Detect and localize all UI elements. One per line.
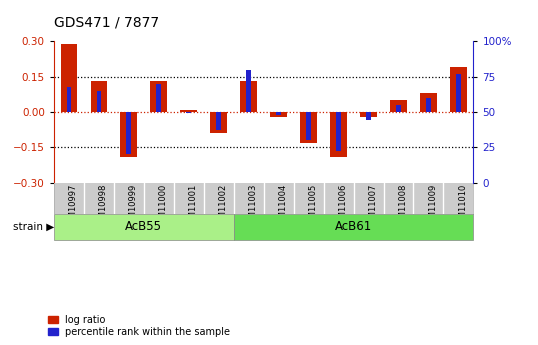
Bar — [426, 98, 431, 112]
Bar — [61, 44, 77, 112]
Bar — [330, 112, 347, 157]
Text: AcB61: AcB61 — [335, 220, 372, 233]
Bar — [271, 112, 287, 117]
Text: GSM10998: GSM10998 — [99, 184, 108, 229]
Bar — [277, 112, 281, 115]
Bar — [180, 110, 197, 112]
Text: GSM11001: GSM11001 — [189, 184, 197, 229]
Text: GSM11000: GSM11000 — [159, 184, 168, 229]
Text: GSM11002: GSM11002 — [218, 184, 228, 229]
Bar — [216, 112, 221, 130]
Bar — [366, 112, 371, 120]
Bar — [240, 81, 257, 112]
Text: GSM11008: GSM11008 — [399, 184, 407, 229]
Bar — [246, 70, 251, 112]
Bar — [456, 74, 461, 112]
Text: GSM11007: GSM11007 — [369, 184, 378, 229]
Bar — [121, 112, 137, 157]
Bar — [397, 105, 401, 112]
Bar — [126, 112, 131, 154]
Bar — [210, 112, 227, 133]
Bar — [450, 67, 466, 112]
Text: GDS471 / 7877: GDS471 / 7877 — [54, 15, 159, 29]
Text: GSM11010: GSM11010 — [458, 184, 468, 229]
Bar — [360, 112, 377, 117]
Bar — [336, 112, 341, 151]
Bar — [67, 87, 71, 112]
Bar — [300, 112, 317, 142]
Bar — [306, 112, 311, 140]
Bar — [157, 84, 161, 112]
Bar — [96, 91, 101, 112]
Text: GSM11004: GSM11004 — [279, 184, 288, 229]
Bar — [420, 93, 437, 112]
Bar — [54, 214, 233, 240]
Text: GSM11009: GSM11009 — [428, 184, 437, 229]
Text: GSM10999: GSM10999 — [129, 184, 138, 229]
Text: GSM11005: GSM11005 — [309, 184, 317, 229]
Bar — [90, 81, 107, 112]
Bar — [233, 214, 473, 240]
Legend: log ratio, percentile rank within the sample: log ratio, percentile rank within the sa… — [48, 315, 230, 337]
Text: GSM11006: GSM11006 — [338, 184, 348, 229]
Text: AcB55: AcB55 — [125, 220, 162, 233]
Text: strain ▶: strain ▶ — [12, 222, 54, 232]
Bar — [187, 112, 191, 114]
Text: GSM11003: GSM11003 — [249, 184, 258, 229]
Bar — [151, 81, 167, 112]
Text: GSM10997: GSM10997 — [69, 184, 78, 229]
Bar — [390, 100, 407, 112]
